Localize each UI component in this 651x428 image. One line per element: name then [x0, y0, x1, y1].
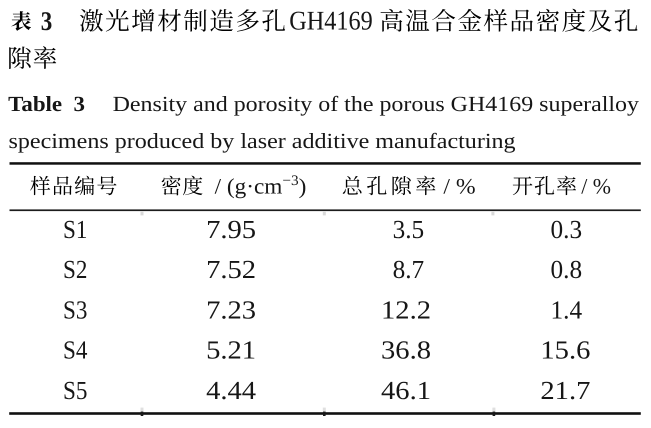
- svg-text:S2: S2: [63, 255, 87, 284]
- svg-text:21.7: 21.7: [540, 376, 590, 405]
- svg-text:4.44: 4.44: [206, 376, 256, 405]
- svg-text:1.4: 1.4: [551, 295, 583, 324]
- svg-text:8.7: 8.7: [393, 255, 425, 284]
- svg-text:S5: S5: [63, 376, 87, 405]
- svg-text:0.8: 0.8: [551, 255, 583, 284]
- svg-text:7.23: 7.23: [206, 295, 256, 324]
- svg-text:3: 3: [41, 6, 53, 36]
- svg-text:S1: S1: [63, 215, 87, 244]
- svg-text:7.95: 7.95: [206, 215, 256, 244]
- svg-text:/ %: / %: [443, 174, 475, 199]
- svg-text:S3: S3: [63, 295, 87, 324]
- svg-text:specimens produced by laser ad: specimens produced by laser additive man…: [9, 129, 516, 153]
- svg-text:36.8: 36.8: [381, 336, 431, 365]
- svg-text:Density and porosity of the po: Density and porosity of the porous GH416…: [113, 92, 640, 116]
- svg-text:Table 3: Table 3: [8, 92, 85, 116]
- svg-text:15.6: 15.6: [540, 336, 590, 365]
- svg-text:12.2: 12.2: [381, 295, 431, 324]
- svg-text:GH4169: GH4169: [289, 6, 373, 36]
- svg-text:S4: S4: [63, 336, 87, 365]
- svg-text:0.3: 0.3: [551, 215, 583, 244]
- svg-text:46.1: 46.1: [381, 376, 431, 405]
- svg-text:7.52: 7.52: [206, 255, 256, 284]
- svg-text:3.5: 3.5: [393, 215, 425, 244]
- svg-text:/ %: / %: [581, 174, 611, 199]
- svg-text:5.21: 5.21: [206, 336, 256, 365]
